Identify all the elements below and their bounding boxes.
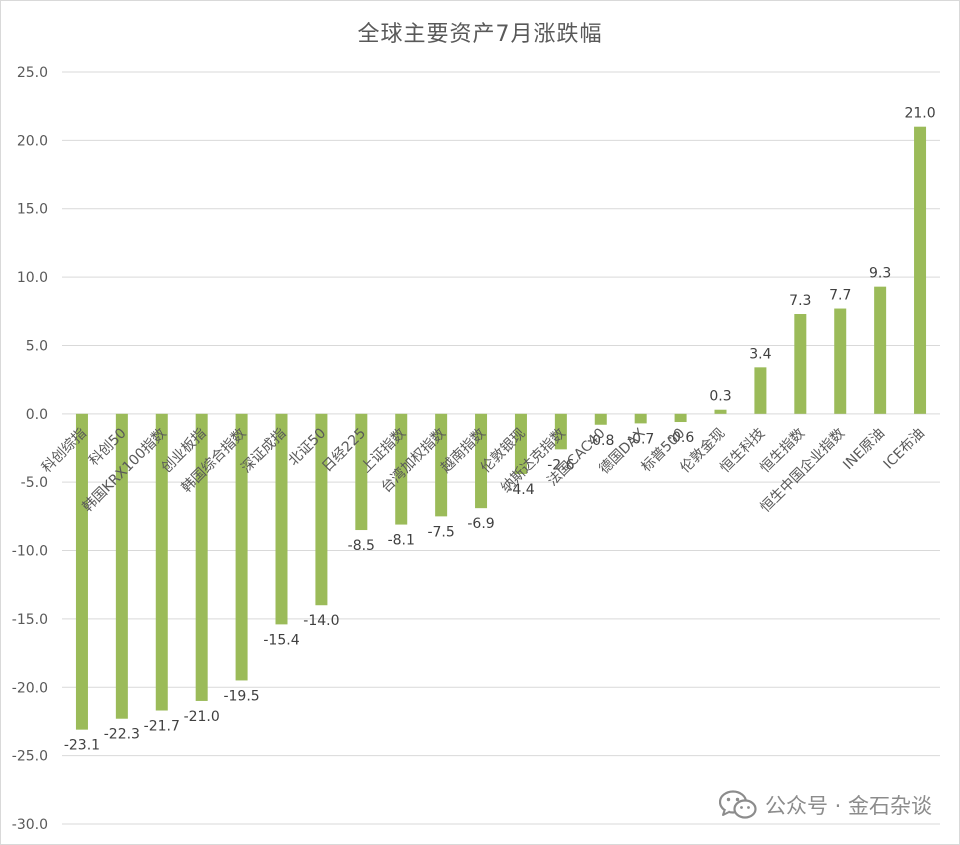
bar [395,413,408,525]
y-tick-label: 5.0 [26,338,48,354]
bar [554,413,567,450]
data-label: -22.3 [104,727,140,743]
bar [834,308,847,414]
y-tick-label: 15.0 [17,202,48,218]
y-tick-label: 20.0 [17,133,48,149]
y-tick-label: 10.0 [17,270,48,286]
bar [115,413,128,719]
data-label: -6.9 [467,516,494,532]
data-label: -8.1 [388,533,415,549]
data-label: 3.4 [749,346,771,362]
y-tick-label: 0.0 [26,407,48,423]
bar [754,367,767,414]
y-tick-label: -30.0 [12,817,48,833]
data-label: -0.6 [667,430,694,446]
data-label: -4.4 [507,482,534,498]
data-label: -0.7 [627,431,654,447]
data-label: 21.0 [904,106,935,122]
data-label: -21.0 [184,709,220,725]
data-label: 7.7 [829,288,851,304]
bar [914,126,927,414]
data-label: 7.3 [789,293,811,309]
bar [195,413,208,701]
data-label: -21.7 [144,719,180,735]
data-label: -7.5 [427,524,454,540]
data-label: 0.3 [709,389,731,405]
bar [315,413,328,606]
data-label: -8.5 [348,538,375,554]
bar [794,314,807,414]
wechat-icon [718,790,757,819]
y-tick-label: 25.0 [17,65,48,81]
category-label: INE原油 [840,425,888,473]
bar [155,413,168,711]
data-label: -0.8 [587,433,614,449]
bar [475,413,488,509]
y-tick-label: -15.0 [12,612,48,628]
bar [275,413,288,625]
bar [874,286,887,414]
bar [435,413,448,517]
data-label: 9.3 [869,266,891,282]
bar [634,413,647,424]
bar [75,413,88,730]
watermark: 公众号 · 金石杂谈 [718,790,932,820]
data-label: -19.5 [223,688,259,704]
bar [674,413,687,423]
bar [514,413,527,474]
chart-title: 全球主要资产7月涨跌幅 [357,22,603,47]
watermark-text: 公众号 · 金石杂谈 [764,794,932,818]
bar [355,413,368,531]
category-label: ICE布油 [881,425,928,472]
data-label: -15.4 [263,632,299,648]
data-label: -2.6 [547,457,574,473]
y-tick-label: -25.0 [12,749,48,765]
bar [235,413,248,681]
y-tick-label: -10.0 [12,544,48,560]
data-label: -23.1 [64,738,100,754]
y-tick-label: -20.0 [12,680,48,696]
bar [594,413,607,425]
y-tick-label: -5.0 [21,475,48,491]
data-label: -14.0 [303,613,339,629]
bar [714,409,727,414]
